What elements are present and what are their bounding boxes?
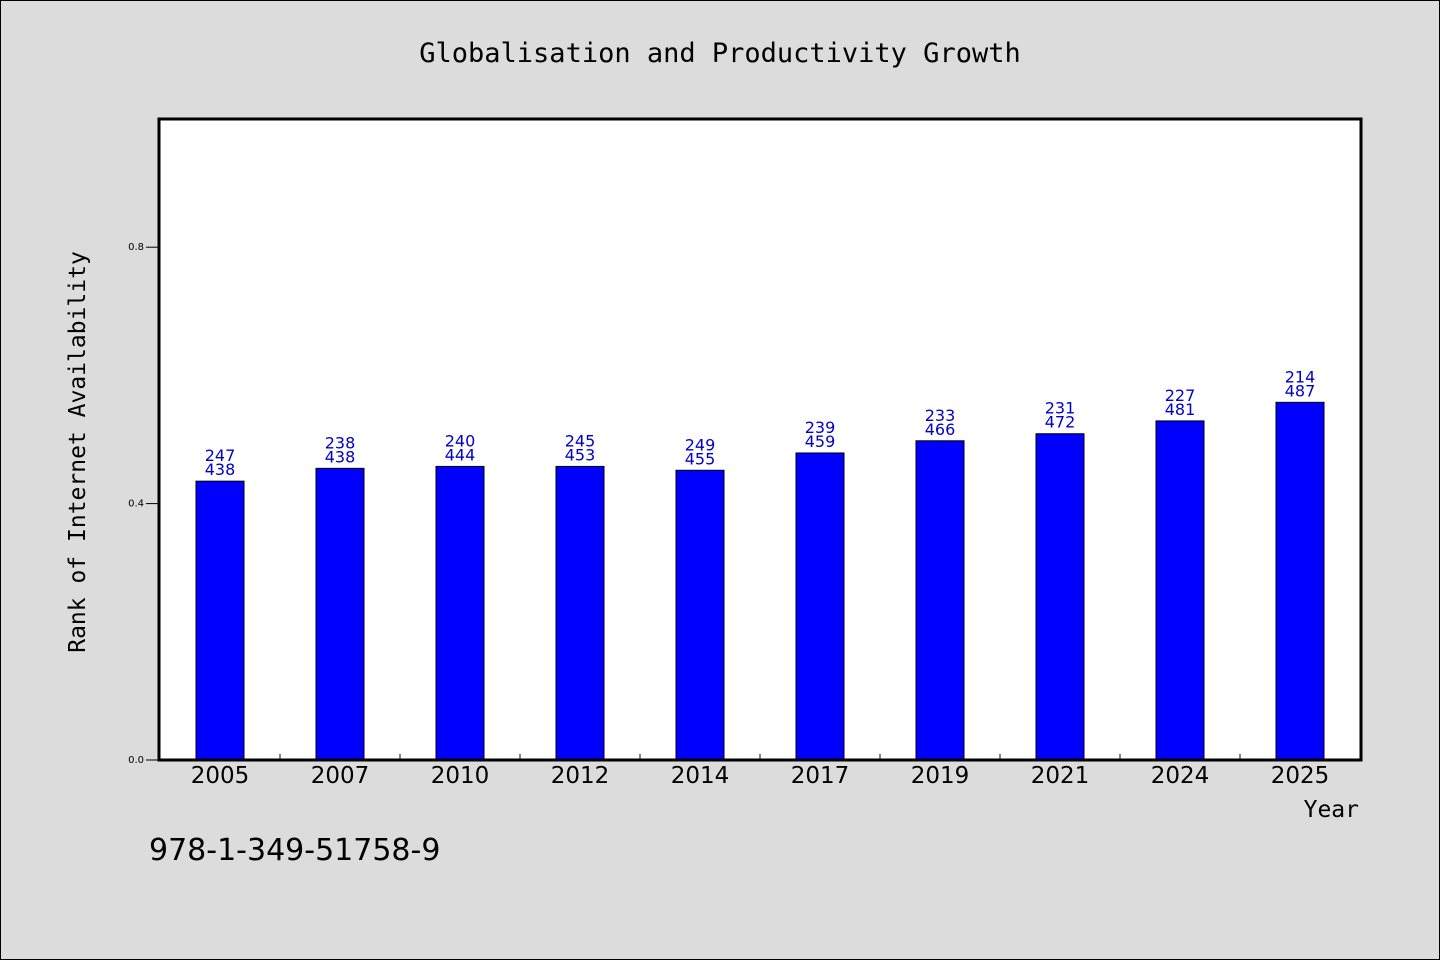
bars-group [195,401,1325,761]
bar-2012 [555,465,605,761]
bar-label-top: 238 [325,433,356,452]
y-axis: 0.0 0.4 0.8 [128,242,159,766]
bar-2021 [1035,433,1085,761]
x-tick-label: 2012 [551,763,610,789]
bar-label-bottom: 455 [685,449,716,468]
bar-label-top: 239 [805,418,836,437]
bar-label-bottom: 459 [805,432,836,451]
bar-label-bottom: 481 [1165,400,1196,419]
bar-labels-group: 2474382384382404442454532494552394592334… [205,367,1316,479]
x-tick-label: 2007 [311,763,370,789]
bar-label-bottom: 453 [565,445,596,464]
bar-label-top: 240 [445,431,476,450]
y-tick-label: 0.4 [128,499,144,510]
bar-2025 [1275,401,1325,761]
y-axis-label: Rank of Internet Availability [65,251,91,653]
x-tick-label: 2021 [1031,763,1090,789]
bar-label-bottom: 472 [1045,413,1076,432]
bar-2010 [435,465,485,761]
x-tick-label: 2017 [791,763,850,789]
bar-label-bottom: 438 [205,460,236,479]
bar-2014 [675,469,725,761]
bar-2019 [915,440,965,761]
bar-label-top: 227 [1165,386,1196,405]
bar-label-bottom: 438 [325,447,356,466]
bar-label-top: 245 [565,431,596,450]
bar-label-bottom: 444 [445,445,476,464]
bar-label-top: 247 [205,446,236,465]
x-tick-label: 2025 [1271,763,1330,789]
y-tick-label: 0.0 [128,755,144,766]
x-tick-label: 2010 [431,763,490,789]
bar-label-bottom: 487 [1285,381,1316,400]
x-tick-label: 2005 [191,763,250,789]
plot-frame [157,117,1363,762]
bar-2005 [195,480,245,761]
y-tick-label: 0.8 [128,242,144,253]
chart-title: Globalisation and Productivity Growth [419,38,1020,69]
footer-code: 978-1-349-51758-9 [149,833,441,868]
bar-2007 [315,467,365,761]
x-axis: 2005 2007 2010 2012 2014 2017 2019 2021 2024 2025 [191,754,1330,789]
x-axis-label: Year [1304,797,1359,823]
x-tick-label: 2014 [671,763,730,789]
bar-label-bottom: 466 [925,420,956,439]
bar-label-top: 249 [685,435,716,454]
bar-2024 [1155,420,1205,761]
bar-2017 [795,452,845,761]
x-tick-label: 2019 [911,763,970,789]
bar-label-top: 233 [925,406,956,425]
x-tick-label: 2024 [1151,763,1210,789]
bar-label-top: 214 [1285,367,1316,386]
bar-label-top: 231 [1045,399,1076,418]
